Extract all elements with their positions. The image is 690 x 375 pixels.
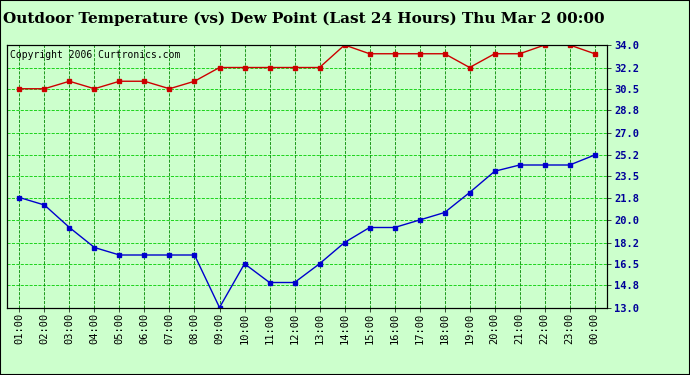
Text: Outdoor Temperature (vs) Dew Point (Last 24 Hours) Thu Mar 2 00:00: Outdoor Temperature (vs) Dew Point (Last… bbox=[3, 11, 604, 26]
Text: Copyright 2006 Curtronics.com: Copyright 2006 Curtronics.com bbox=[10, 50, 180, 60]
